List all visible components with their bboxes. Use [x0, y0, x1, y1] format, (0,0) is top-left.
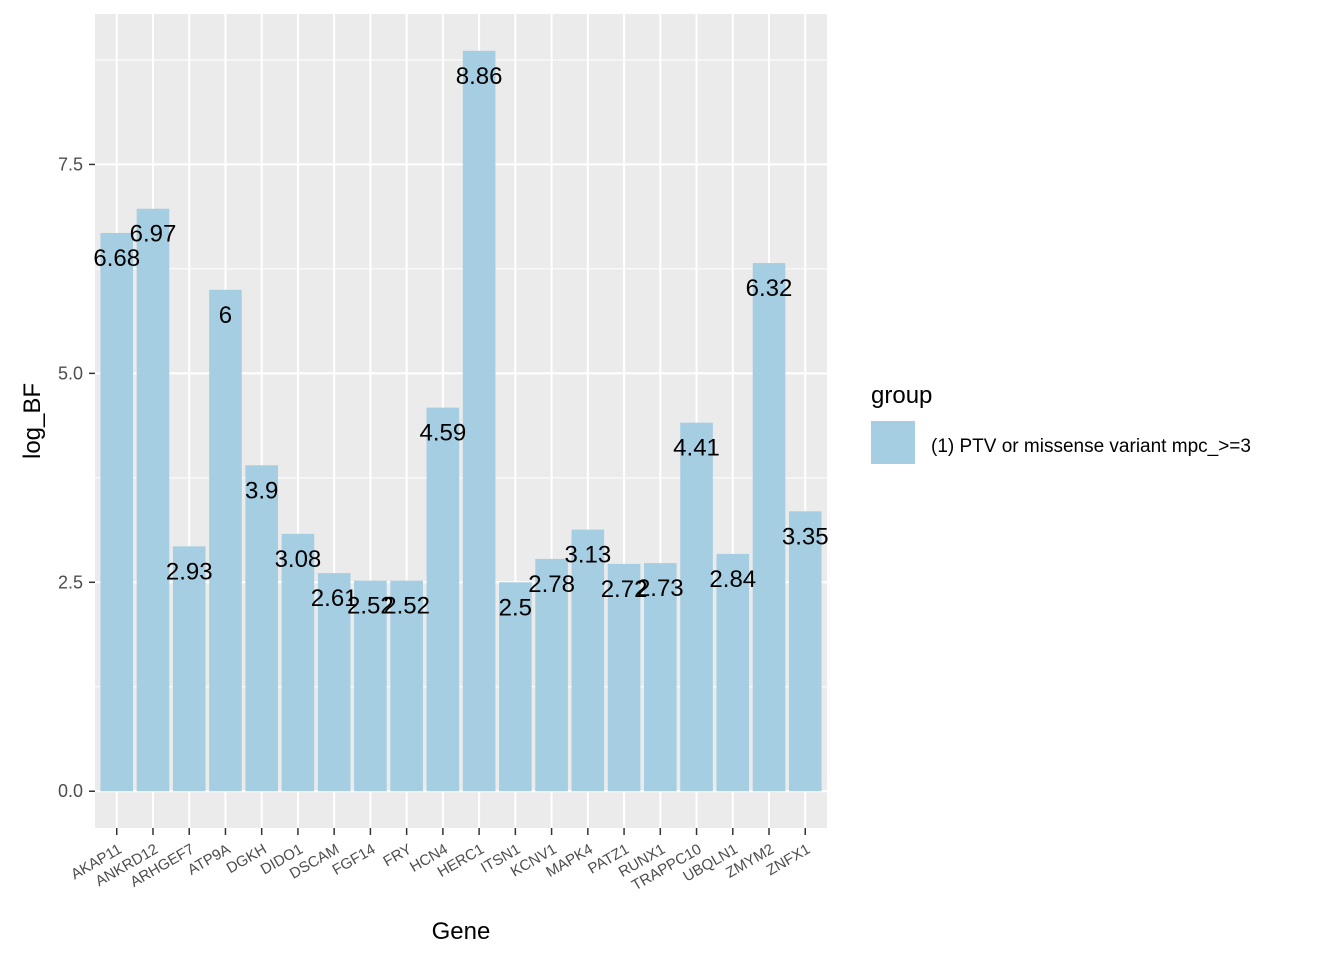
legend: group (1) PTV or missense variant mpc_>=…	[871, 382, 1251, 464]
data-label: 2.5	[499, 594, 532, 621]
data-label: 3.13	[564, 542, 611, 569]
y-tick-label: 5.0	[58, 363, 83, 383]
data-label: 8.86	[456, 63, 503, 90]
data-label: 3.35	[782, 523, 829, 550]
data-label: 2.61	[311, 585, 358, 612]
x-axis-ticks: AKAP11ANKRD12ARHGEF7ATP9ADGKHDIDO1DSCAMF…	[68, 828, 813, 894]
bar-kcnv1	[535, 558, 568, 792]
data-label: 3.9	[245, 477, 278, 504]
x-tick-label: ATP9A	[185, 841, 234, 879]
y-tick-label: 2.5	[58, 572, 83, 592]
bar-dscam	[317, 573, 351, 792]
bar-arhgef7	[172, 546, 206, 792]
bar-atp9a	[209, 289, 242, 792]
bar-dido1	[281, 533, 315, 792]
x-axis-title: Gene	[432, 918, 491, 945]
bar-runx1	[644, 563, 677, 792]
data-label: 4.59	[420, 420, 467, 447]
bar-hcn4	[426, 407, 460, 792]
data-label: 2.93	[166, 558, 213, 585]
bar-znfx1	[788, 511, 822, 792]
y-tick-label: 7.5	[58, 154, 83, 174]
y-axis-ticks: 0.0 2.5 5.0 7.5	[58, 154, 95, 801]
data-label: 2.72	[601, 576, 648, 603]
bar-ankrd12	[136, 208, 170, 792]
bar-ubqln1	[716, 553, 750, 792]
bars	[100, 50, 822, 792]
bar-zmym2	[752, 263, 786, 792]
data-label: 2.78	[528, 571, 575, 598]
data-label: 3.08	[275, 546, 322, 573]
bar-trappc10	[680, 422, 713, 792]
y-tick-label: 0.0	[58, 781, 83, 801]
data-label: 6	[219, 302, 232, 329]
legend-swatch	[871, 421, 915, 464]
data-label: 6.32	[746, 275, 793, 302]
data-label: 2.52	[347, 593, 394, 620]
bar-fry	[390, 580, 423, 792]
bar-akap11	[100, 232, 134, 792]
data-label: 2.52	[383, 593, 430, 620]
bar-patz1	[607, 563, 641, 792]
y-axis-title: log_BF	[19, 383, 46, 459]
data-labels: 6.686.972.9363.93.082.612.522.524.598.86…	[93, 63, 828, 622]
legend-title: group	[871, 382, 932, 409]
data-label: 2.84	[709, 566, 756, 593]
data-label: 6.68	[93, 245, 140, 272]
bar-fgf14	[354, 580, 387, 792]
bar-mapk4	[571, 529, 605, 792]
data-label: 4.41	[673, 435, 720, 462]
bar-itsn1	[499, 582, 532, 792]
legend-label: (1) PTV or missense variant mpc_>=3	[931, 436, 1251, 457]
bar-dgkh	[245, 465, 278, 792]
data-label: 2.73	[637, 575, 684, 602]
bar-herc1	[462, 50, 496, 792]
data-label: 6.97	[130, 221, 177, 248]
